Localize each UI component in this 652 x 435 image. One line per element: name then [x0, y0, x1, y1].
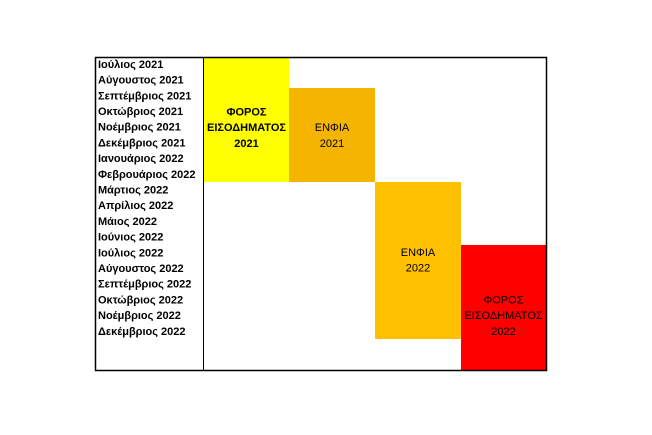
month-label: Σεπτέμβριος 2022	[98, 279, 191, 291]
block-label: 2022	[491, 326, 515, 338]
month-label: Αύγουστος 2021	[98, 75, 184, 87]
block-income-tax-2021	[204, 58, 289, 182]
month-label: Ιούλιος 2021	[98, 59, 163, 71]
month-label: Μάρτιος 2022	[98, 185, 168, 197]
block-label: ΦΟΡΟΣ	[226, 106, 266, 118]
month-label: Ιούνιος 2022	[98, 232, 163, 244]
month-label: Δεκέμβριος 2021	[98, 137, 186, 149]
month-label: Οκτώβριος 2022	[98, 294, 183, 306]
month-label: Αύγουστος 2022	[98, 263, 184, 275]
month-label: Δεκέμβριος 2022	[98, 326, 186, 338]
month-label: Νοέμβριος 2022	[98, 310, 181, 322]
block-label: 2022	[406, 263, 430, 275]
block-label: ΕΝΦΙΑ	[401, 247, 436, 259]
month-label: Μάιος 2022	[98, 216, 157, 228]
month-label: Απρίλιος 2022	[98, 200, 173, 212]
block-enfia-2022	[375, 182, 461, 339]
month-label: Σεπτέμβριος 2021	[98, 90, 191, 102]
block-label: 2021	[234, 138, 258, 150]
month-label: Οκτώβριος 2021	[98, 106, 183, 118]
block-label: ΕΝΦΙΑ	[315, 122, 350, 134]
block-income-tax-2022	[461, 245, 546, 370]
block-label: ΕΙΣΟΔΗΜΑΤΟΣ	[207, 122, 286, 134]
month-label: Φεβρουάριος 2022	[98, 169, 195, 181]
block-label: ΕΙΣΟΔΗΜΑΤΟΣ	[464, 310, 543, 322]
frame	[94, 56, 548, 372]
block-label: ΦΟΡΟΣ	[483, 294, 523, 306]
block-enfia-2021	[289, 88, 375, 182]
month-label: Νοέμβριος 2021	[98, 122, 181, 134]
month-label: Ιανουάριος 2022	[98, 153, 184, 165]
month-label: Ιούλιος 2022	[98, 247, 163, 259]
block-label: 2021	[320, 138, 344, 150]
